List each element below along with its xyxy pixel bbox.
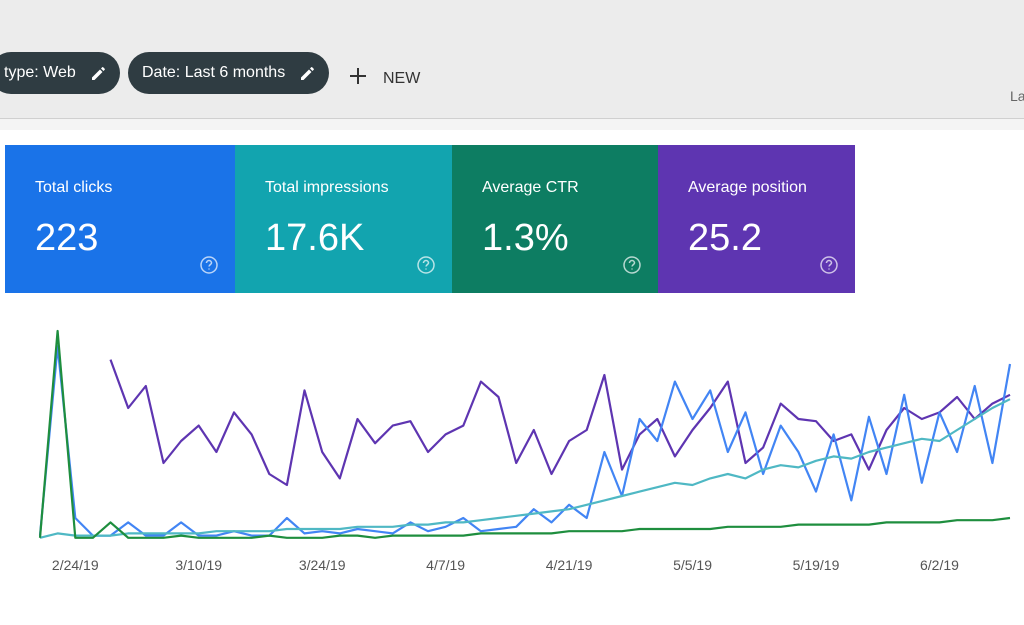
filter-chip[interactable]: type: Web xyxy=(0,52,120,94)
series-line xyxy=(38,329,1011,539)
series-line xyxy=(39,398,1011,539)
card-title: Average CTR xyxy=(482,179,579,196)
card-title: Total impressions xyxy=(265,179,389,196)
x-tick-label: 3/10/19 xyxy=(175,557,222,573)
help-glyph xyxy=(422,259,430,270)
x-tick-label: 5/19/19 xyxy=(793,557,840,573)
x-tick-label: 3/24/19 xyxy=(299,557,346,573)
metric-card[interactable]: Total impressions 17.6K xyxy=(235,145,452,293)
edit-icon xyxy=(91,67,105,80)
series-line xyxy=(109,359,1011,487)
card-title: Average position xyxy=(688,179,807,196)
card-value: 223 xyxy=(35,217,99,259)
x-tick-label: 4/21/19 xyxy=(546,557,593,573)
edit-icon xyxy=(301,67,315,80)
help-icon xyxy=(623,256,641,274)
help-circle xyxy=(417,256,435,274)
help-icon xyxy=(820,256,838,274)
chip-label: Date: Last 6 months xyxy=(142,64,286,81)
x-tick-label: 6/2/19 xyxy=(920,557,959,573)
help-glyph xyxy=(825,259,833,270)
help-icon xyxy=(200,256,218,274)
help-circle xyxy=(623,256,641,274)
help-circle xyxy=(200,256,218,274)
metric-card[interactable]: Total clicks 223 xyxy=(5,145,235,293)
truncated-label: La xyxy=(1010,88,1024,104)
card-title: Total clicks xyxy=(35,179,113,196)
plus-icon xyxy=(350,68,366,84)
x-tick-label: 2/24/19 xyxy=(52,557,99,573)
metric-card[interactable]: Average CTR 1.3% xyxy=(452,145,658,293)
series-line xyxy=(38,345,1012,537)
filter-chip[interactable]: Date: Last 6 months xyxy=(128,52,330,94)
new-button[interactable]: NEW xyxy=(383,70,421,87)
card-value: 25.2 xyxy=(688,217,762,259)
help-glyph xyxy=(205,259,213,270)
chip-label: type: Web xyxy=(4,64,76,81)
x-tick-label: 4/7/19 xyxy=(426,557,465,573)
help-icon xyxy=(417,256,435,274)
card-value: 17.6K xyxy=(265,217,365,259)
metric-card[interactable]: Average position 25.2 xyxy=(658,145,855,293)
performance-chart: 2/24/19 3/10/19 3/24/19 4/7/19 4/21/19 5/5/19… xyxy=(38,329,1012,573)
help-circle xyxy=(820,256,838,274)
card-value: 1.3% xyxy=(482,217,569,259)
help-glyph xyxy=(628,259,636,270)
x-tick-label: 5/5/19 xyxy=(673,557,712,573)
